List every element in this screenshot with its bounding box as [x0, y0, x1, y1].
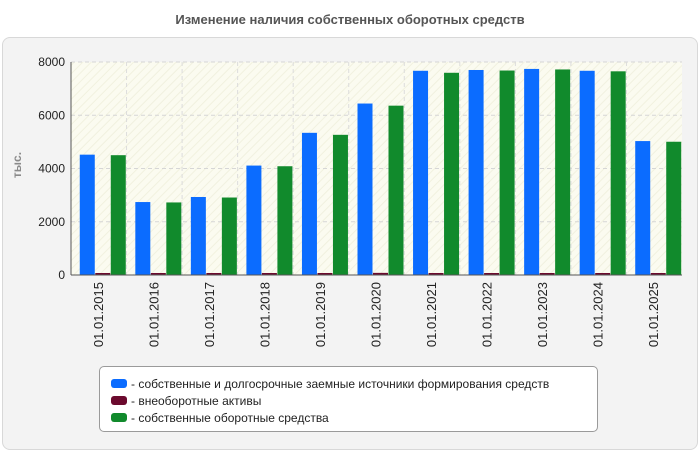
legend: - собственные и долгосрочные заемные ист…	[99, 366, 598, 432]
bar-series-2-01.01.2020	[388, 105, 404, 275]
y-tick-label: 6000	[38, 108, 65, 122]
bar-series-0-01.01.2015	[79, 154, 95, 275]
bar-series-2-01.01.2018	[277, 166, 293, 275]
bar-series-0-01.01.2023	[524, 68, 540, 275]
y-tick-label: 4000	[38, 162, 65, 176]
bar-series-1-01.01.2024	[595, 273, 611, 275]
bar-series-1-01.01.2023	[539, 273, 555, 275]
x-tick-label: 01.01.2017	[202, 282, 217, 347]
chart-title: Изменение наличия собственных оборотных …	[175, 12, 525, 27]
bar-series-2-01.01.2023	[555, 69, 571, 275]
y-axis-label: тыс.	[10, 152, 24, 178]
x-tick-label: 01.01.2023	[535, 282, 550, 347]
x-tick-label: 01.01.2019	[313, 282, 328, 347]
bar-series-1-01.01.2018	[261, 273, 277, 275]
y-tick-label: 2000	[38, 215, 65, 229]
bar-series-0-01.01.2016	[135, 202, 151, 275]
y-tick-label: 8000	[38, 55, 65, 69]
bar-series-2-01.01.2016	[166, 202, 182, 275]
bar-series-2-01.01.2017	[221, 197, 237, 275]
y-tick-label: 0	[58, 268, 65, 282]
bar-series-1-01.01.2017	[206, 273, 222, 275]
x-tick-label: 01.01.2022	[480, 282, 495, 347]
bar-series-1-01.01.2025	[650, 273, 666, 275]
bar-series-0-01.01.2019	[301, 132, 317, 275]
bar-series-2-01.01.2022	[499, 70, 515, 276]
bar-series-1-01.01.2016	[150, 273, 166, 275]
x-tick-label: 01.01.2020	[369, 282, 384, 347]
bar-series-0-01.01.2020	[357, 103, 373, 275]
x-tick-label: 01.01.2021	[424, 282, 439, 347]
bar-series-1-01.01.2015	[95, 273, 111, 275]
bar-series-2-01.01.2021	[444, 72, 460, 275]
legend-swatch-noncurrent	[111, 396, 127, 405]
legend-label-sources: - собственные и долгосрочные заемные ист…	[131, 376, 550, 391]
legend-item-working-capital: - собственные оборотные средства	[100, 409, 597, 426]
legend-swatch-working-capital	[111, 413, 127, 422]
bar-series-0-01.01.2025	[635, 141, 651, 275]
bar-series-2-01.01.2024	[610, 71, 626, 275]
bar-series-2-01.01.2015	[110, 155, 126, 275]
x-tick-label: 01.01.2024	[591, 282, 606, 347]
bar-series-1-01.01.2019	[317, 273, 333, 275]
bar-series-0-01.01.2017	[190, 196, 206, 275]
x-tick-label: 01.01.2018	[257, 282, 272, 347]
x-tick-label: 01.01.2016	[146, 282, 161, 347]
bar-series-0-01.01.2021	[413, 70, 429, 275]
bar-series-2-01.01.2019	[332, 134, 348, 275]
bar-series-2-01.01.2025	[666, 141, 682, 275]
bar-series-0-01.01.2018	[246, 165, 262, 275]
legend-label-noncurrent: - внеоборотные активы	[131, 393, 262, 408]
bar-series-1-01.01.2020	[373, 272, 388, 275]
legend-label-working-capital: - собственные оборотные средства	[131, 410, 329, 425]
legend-item-sources: - собственные и долгосрочные заемные ист…	[100, 375, 597, 392]
x-tick-label: 01.01.2015	[91, 282, 106, 347]
x-tick-label: 01.01.2025	[646, 282, 661, 347]
legend-item-noncurrent: - внеоборотные активы	[100, 392, 597, 409]
legend-swatch-sources	[111, 379, 127, 388]
bar-series-0-01.01.2022	[468, 69, 484, 275]
bar-series-1-01.01.2021	[428, 273, 444, 275]
bar-series-1-01.01.2022	[484, 273, 500, 275]
bar-series-0-01.01.2024	[579, 70, 595, 275]
